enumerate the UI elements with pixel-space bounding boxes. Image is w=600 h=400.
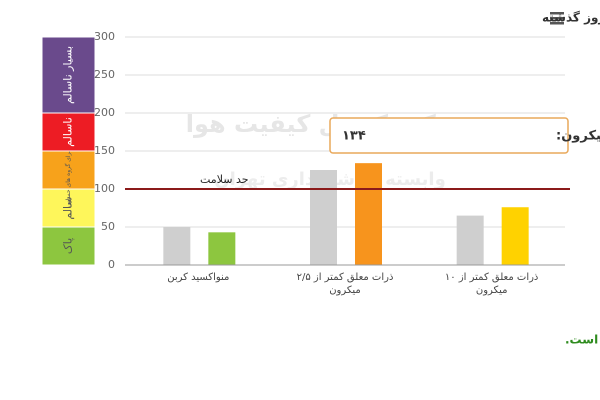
tooltip-value: ۱۳۴ xyxy=(342,129,366,144)
aqi-band-label: پاک xyxy=(62,238,75,254)
tooltip-label: ذرات معلق کمتر از ۲/۵ میکرون: xyxy=(556,129,600,144)
x-tick-label: ذرات معلق کمتر از ۲/۵ میکرون xyxy=(296,272,394,296)
bar xyxy=(355,163,382,265)
y-tick-label: 50 xyxy=(101,220,115,233)
bar xyxy=(456,215,484,265)
bar xyxy=(310,170,337,265)
aqi-band xyxy=(41,36,96,114)
x-tick-label: ذرات معلق کمتر از ۱۰ میکرون xyxy=(444,272,539,296)
aqi-band xyxy=(41,226,96,266)
y-tick-label: 300 xyxy=(94,30,115,43)
x-tick-label: منواکسید کربن xyxy=(167,272,230,283)
bar xyxy=(501,207,529,265)
aqi-band-label: بسیار ناسالم xyxy=(62,46,75,104)
aqi-band-label: ناسالم برای گروه های حساس xyxy=(64,132,72,208)
aqi-band xyxy=(41,150,96,190)
y-tick-label: 150 xyxy=(94,144,115,157)
y-tick-label: 200 xyxy=(94,106,115,119)
y-tick-label: 250 xyxy=(94,68,115,81)
chart-title: شاخص کیفیت هوا در ساعت ۸مورخ ۱۳۹۵/۱۰/۲۳ … xyxy=(542,10,600,26)
footnote: نمودار شامل اطلاعات تایید شده مربوط به ک… xyxy=(565,333,600,348)
aqi-band-label: ناسالم xyxy=(62,117,75,147)
menu-icon[interactable] xyxy=(550,12,564,25)
y-tick-label: 0 xyxy=(108,258,115,271)
bar xyxy=(208,232,236,265)
tooltip-box xyxy=(329,117,569,154)
aqi-band-label: سالم xyxy=(62,196,75,219)
limit-line-label: حد سلامت xyxy=(200,173,249,186)
bar xyxy=(163,227,191,265)
y-tick-label: 100 xyxy=(94,182,115,195)
